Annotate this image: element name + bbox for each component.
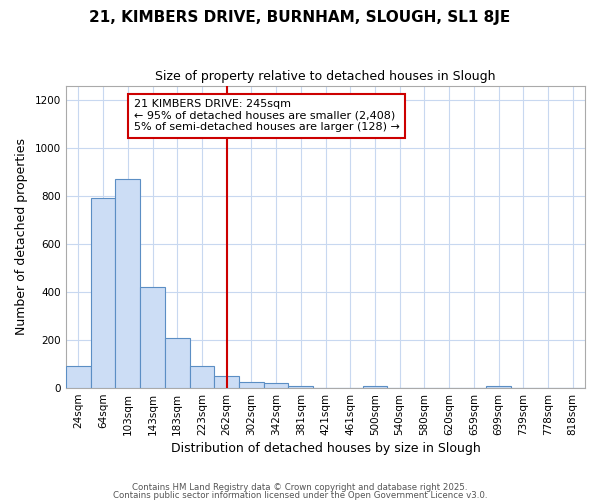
Text: 21 KIMBERS DRIVE: 245sqm
← 95% of detached houses are smaller (2,408)
5% of semi: 21 KIMBERS DRIVE: 245sqm ← 95% of detach… — [134, 99, 400, 132]
Bar — [239, 382, 264, 388]
Text: 21, KIMBERS DRIVE, BURNHAM, SLOUGH, SL1 8JE: 21, KIMBERS DRIVE, BURNHAM, SLOUGH, SL1 … — [89, 10, 511, 25]
Title: Size of property relative to detached houses in Slough: Size of property relative to detached ho… — [155, 70, 496, 83]
Bar — [214, 376, 239, 388]
Bar — [165, 338, 190, 388]
Bar — [486, 386, 511, 388]
Bar — [66, 366, 91, 388]
Bar — [115, 179, 140, 388]
Text: Contains public sector information licensed under the Open Government Licence v3: Contains public sector information licen… — [113, 490, 487, 500]
Bar — [190, 366, 214, 388]
Bar — [91, 198, 115, 388]
Bar — [140, 287, 165, 388]
Bar — [362, 386, 388, 388]
Y-axis label: Number of detached properties: Number of detached properties — [15, 138, 28, 336]
Bar — [264, 384, 289, 388]
Bar — [289, 386, 313, 388]
X-axis label: Distribution of detached houses by size in Slough: Distribution of detached houses by size … — [170, 442, 481, 455]
Text: Contains HM Land Registry data © Crown copyright and database right 2025.: Contains HM Land Registry data © Crown c… — [132, 484, 468, 492]
